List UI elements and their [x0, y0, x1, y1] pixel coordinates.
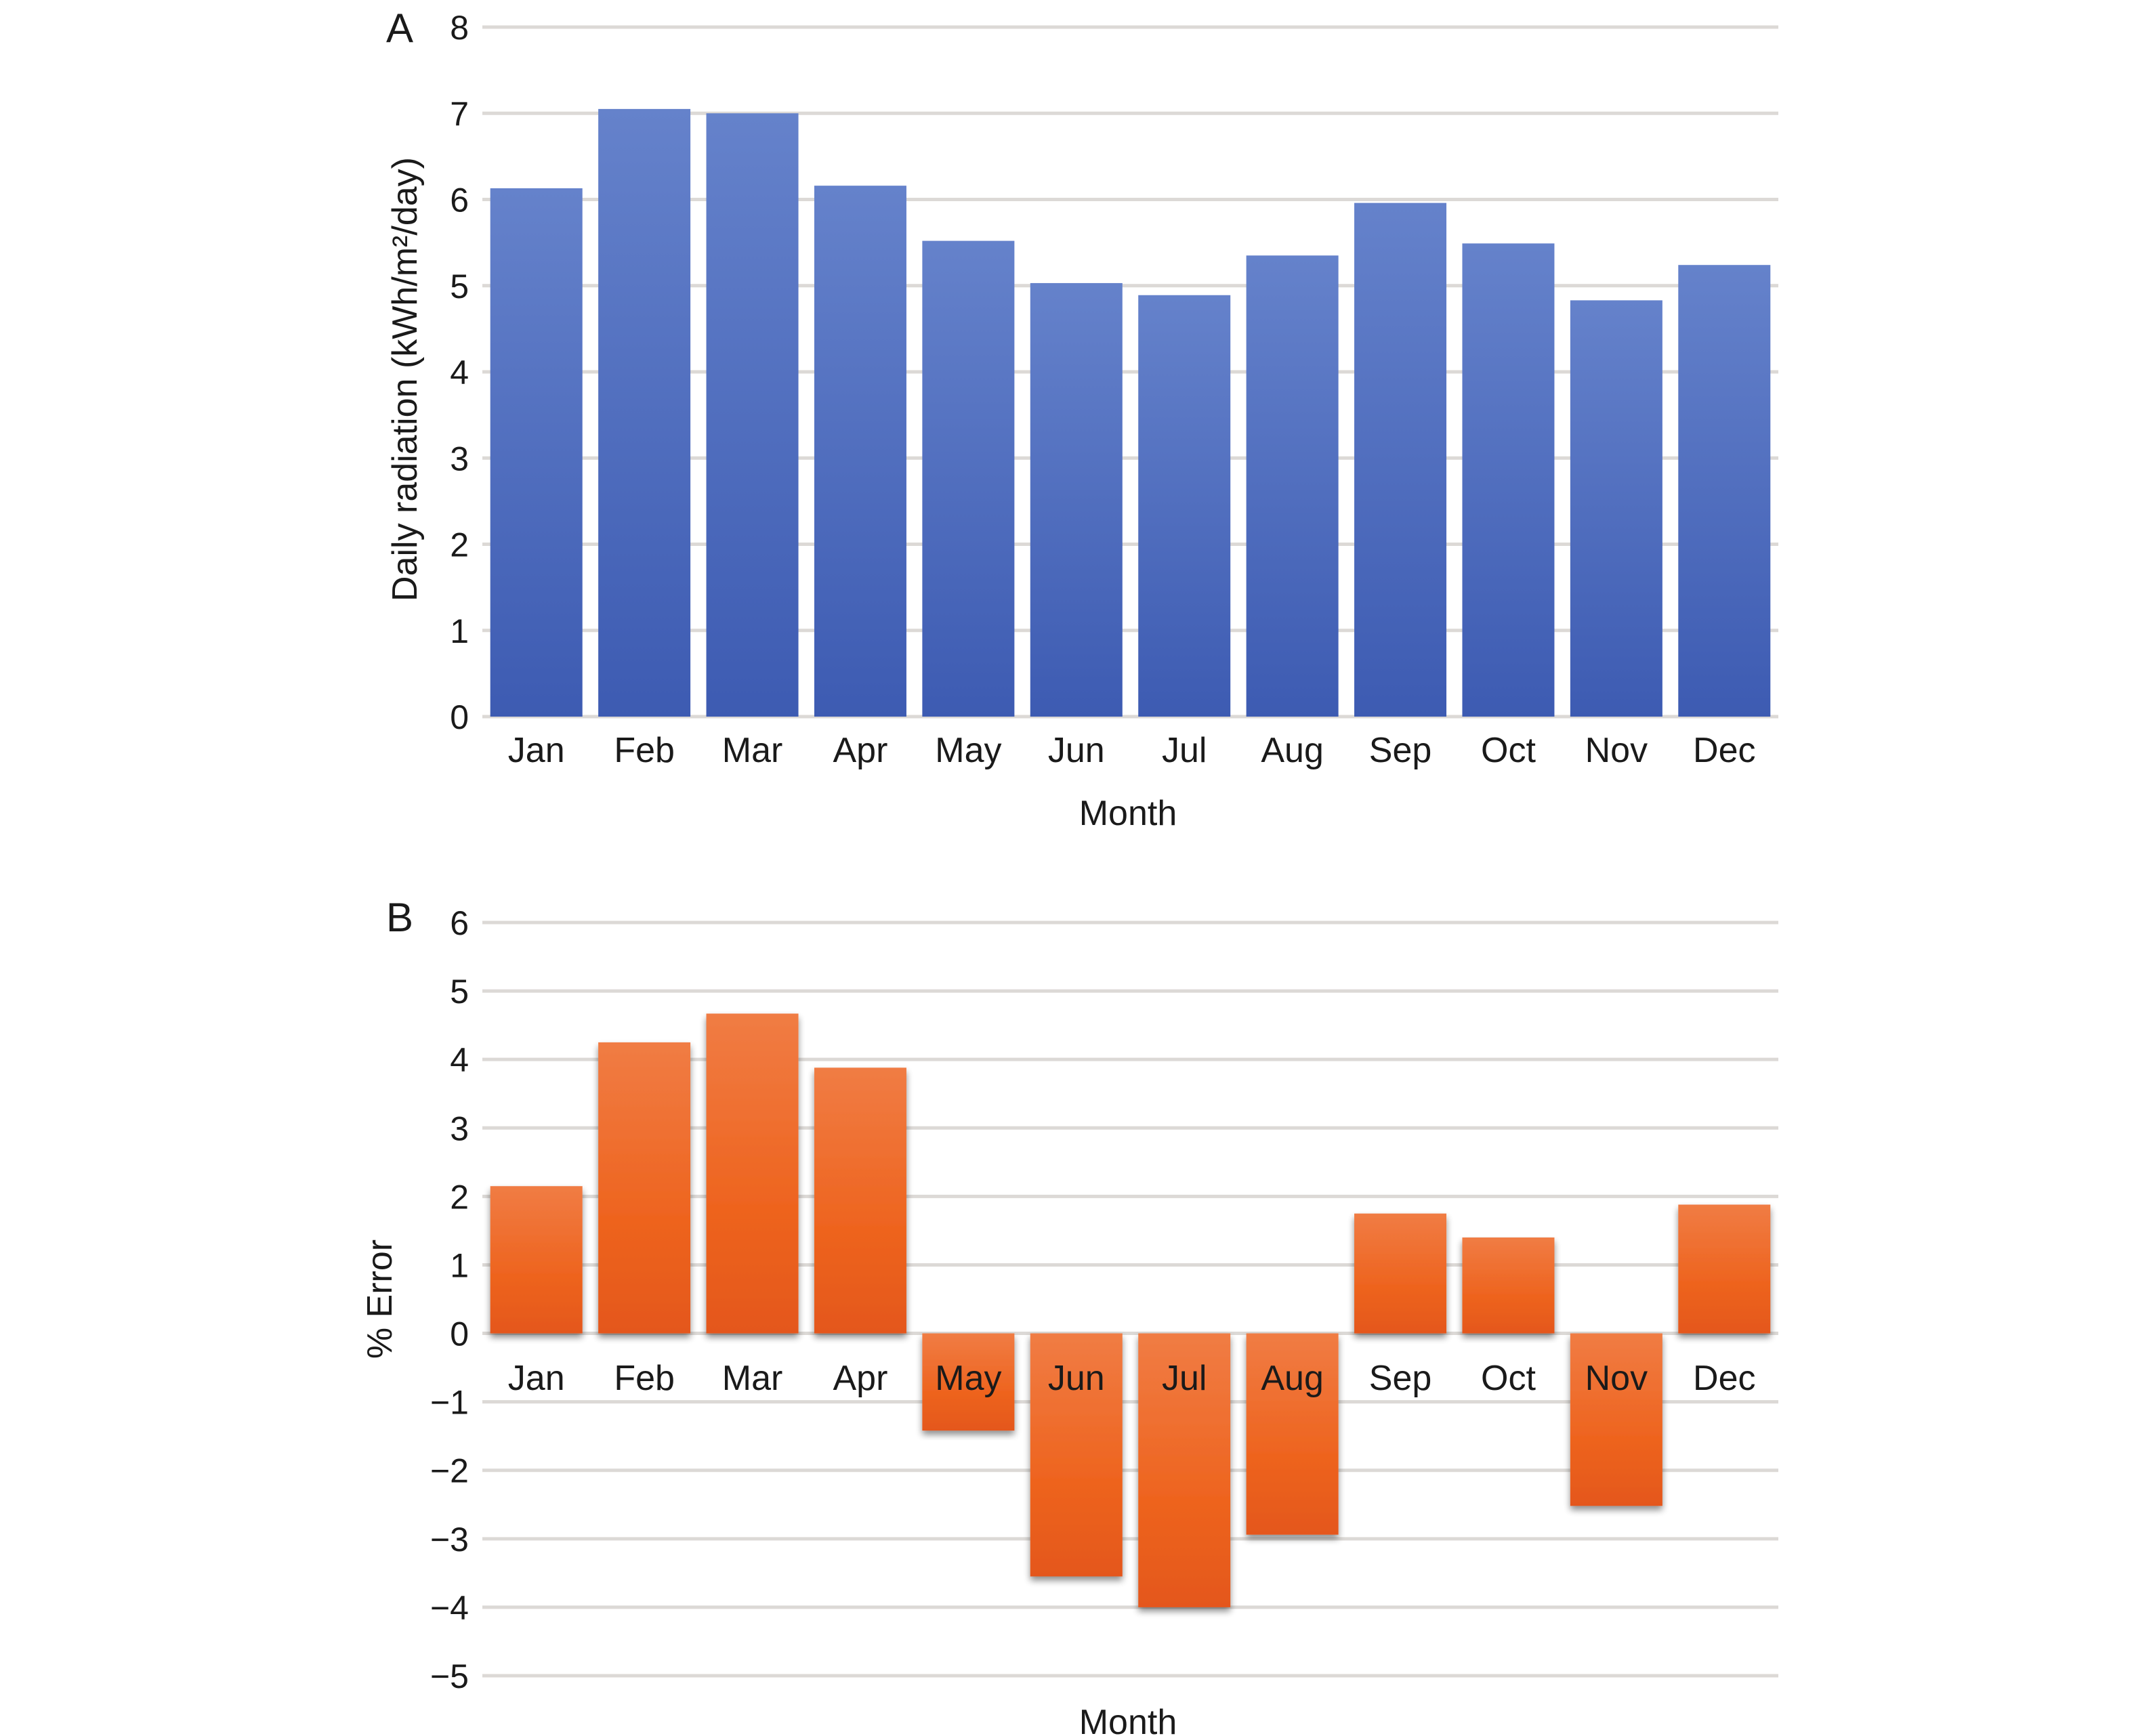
x-tick-label: May	[935, 1359, 1001, 1398]
y-tick-label: −1	[430, 1384, 469, 1422]
y-tick-label: 8	[450, 9, 469, 47]
y-tick-label: 0	[450, 1315, 469, 1353]
bar-may	[922, 1333, 1015, 1431]
y-tick-label: 2	[450, 526, 469, 564]
bar-jul	[1138, 295, 1231, 717]
x-tick-label: Jan	[508, 731, 565, 770]
x-tick-label: Jul	[1162, 731, 1207, 770]
x-tick-label: Dec	[1693, 1359, 1755, 1398]
y-tick-label: 0	[450, 698, 469, 736]
bar-apr	[814, 186, 906, 717]
panel-label-b: B	[386, 895, 413, 940]
x-tick-label: Mar	[722, 1359, 783, 1398]
bar-apr	[814, 1067, 906, 1334]
panel-b-error-chart: B % Error Month −5 −4 −3 −2 −1 0 1 2 3 4 5 6 Jan Feb…	[360, 895, 1778, 1736]
y-tick-label: 3	[450, 1109, 469, 1147]
bar-nov	[1570, 300, 1662, 717]
panel-label-a: A	[386, 5, 413, 51]
bar-dec	[1678, 265, 1771, 717]
bar-dec	[1678, 1204, 1771, 1334]
x-tick-label: Oct	[1481, 731, 1536, 770]
y-tick-label: −5	[430, 1657, 469, 1695]
bar-jun	[1030, 1333, 1123, 1577]
bar-sep	[1354, 1213, 1447, 1334]
bar-may	[922, 240, 1015, 717]
x-tick-label: Mar	[722, 731, 783, 770]
bar-oct	[1462, 243, 1555, 717]
y-tick-label: 5	[450, 973, 469, 1011]
y-tick-label: 1	[450, 1246, 469, 1284]
x-tick-label: Nov	[1585, 731, 1648, 770]
y-tick-label: 4	[450, 1041, 469, 1079]
y-tick-label: −3	[430, 1521, 469, 1559]
bar-feb	[598, 1042, 691, 1334]
bar-jun	[1030, 282, 1123, 717]
bar-mar	[706, 113, 799, 717]
x-tick-label: May	[935, 731, 1001, 770]
x-tick-label: Aug	[1261, 1359, 1324, 1398]
bar-mar	[706, 1013, 799, 1334]
x-tick-label: Nov	[1585, 1359, 1648, 1398]
x-tick-label: Jul	[1162, 1359, 1207, 1398]
bar-feb	[598, 108, 691, 717]
bar-nov	[1570, 1333, 1662, 1506]
y-tick-label: 5	[450, 268, 469, 305]
y-tick-label: 2	[450, 1178, 469, 1216]
x-tick-label: Oct	[1481, 1359, 1536, 1398]
y-tick-label: 1	[450, 612, 469, 650]
panel-b-x-axis-label: Month	[1079, 1703, 1177, 1736]
x-tick-label: Sep	[1369, 731, 1432, 770]
bar-jan	[490, 1186, 583, 1334]
y-tick-label: −2	[430, 1452, 469, 1490]
panel-b-y-axis-label: % Error	[360, 1240, 400, 1359]
x-tick-label: Sep	[1369, 1359, 1432, 1398]
bar-oct	[1462, 1237, 1555, 1334]
x-tick-label: Dec	[1693, 731, 1755, 770]
y-tick-label: 6	[450, 904, 469, 942]
panel-a-x-axis-label: Month	[1079, 794, 1177, 833]
x-tick-label: Apr	[833, 1359, 887, 1398]
x-tick-label: Jun	[1048, 1359, 1105, 1398]
panel-a-radiation-chart: A Daily radiation (kWh/m²/day) Month 0 1 2…	[385, 5, 1778, 833]
x-tick-label: Apr	[833, 731, 887, 770]
y-tick-label: 7	[450, 95, 469, 133]
x-tick-label: Feb	[614, 731, 675, 770]
bar-sep	[1354, 203, 1447, 717]
x-tick-label: Jan	[508, 1359, 565, 1398]
y-tick-label: 6	[450, 182, 469, 219]
bar-jul	[1138, 1333, 1231, 1607]
bar-jan	[490, 188, 583, 717]
y-tick-label: 3	[450, 440, 469, 478]
y-tick-label: 4	[450, 354, 469, 391]
x-tick-label: Feb	[614, 1359, 675, 1398]
x-tick-label: Aug	[1261, 731, 1324, 770]
x-tick-label: Jun	[1048, 731, 1105, 770]
y-tick-label: −4	[430, 1589, 469, 1627]
panel-a-y-axis-label: Daily radiation (kWh/m²/day)	[385, 157, 425, 601]
bar-aug	[1246, 1333, 1339, 1535]
bar-aug	[1246, 255, 1339, 717]
